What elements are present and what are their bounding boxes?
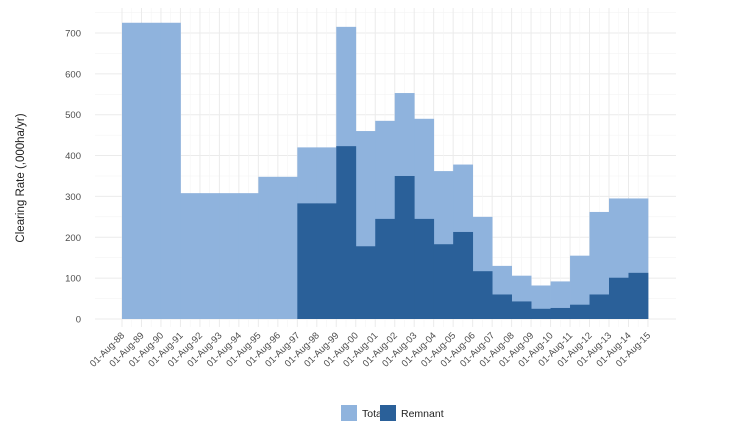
remnant-bar [316, 203, 337, 319]
y-tick-label: 300 [65, 192, 81, 203]
remnant-bar [531, 308, 551, 319]
remnant-bar [297, 203, 318, 319]
remnant-bar [609, 277, 629, 319]
y-tick-label: 700 [65, 28, 81, 39]
remnant-bar [453, 231, 474, 319]
total-bar [160, 22, 181, 319]
y-tick-label: 500 [65, 110, 81, 121]
remnant-series [297, 146, 649, 319]
remnant-bar [550, 307, 571, 319]
total-bar [277, 176, 298, 319]
legend-swatch-remnant [380, 405, 396, 421]
legend-swatch-total [341, 405, 357, 421]
total-bar [238, 193, 259, 319]
remnant-bar [414, 218, 435, 319]
y-axis-ticks: 0 100 200 300 400 500 600 700 [65, 28, 81, 325]
y-tick-label: 200 [65, 233, 81, 244]
remnant-bar [511, 301, 532, 319]
remnant-bar [589, 294, 610, 319]
remnant-bar [336, 146, 357, 319]
total-bar [589, 211, 610, 319]
total-bar [570, 255, 590, 319]
remnant-bar [355, 246, 376, 319]
y-tick-label: 600 [65, 69, 81, 80]
remnant-bar [472, 271, 493, 319]
total-bar [141, 22, 162, 319]
total-bar [258, 176, 279, 319]
y-tick-label: 400 [65, 151, 81, 162]
remnant-bar [375, 218, 396, 319]
total-bar [122, 22, 142, 319]
total-bar [199, 193, 220, 319]
remnant-bar [433, 244, 454, 319]
remnant-bar [570, 304, 590, 319]
total-bar [180, 193, 201, 319]
total-bar [219, 193, 240, 319]
y-tick-label: 0 [76, 315, 81, 326]
legend[interactable]: Total Remnant [341, 405, 444, 421]
legend-label-remnant: Remnant [401, 408, 444, 420]
y-tick-label: 100 [65, 274, 81, 285]
legend-label-total: Total [362, 408, 384, 420]
remnant-bar [492, 294, 512, 319]
x-axis-ticks: 01-Aug-8801-Aug-8901-Aug-9001-Aug-9101-A… [88, 330, 653, 369]
y-axis-title: Clearing Rate (,000ha/yr) [15, 113, 27, 242]
remnant-bar [394, 175, 415, 319]
remnant-bar [628, 272, 649, 319]
